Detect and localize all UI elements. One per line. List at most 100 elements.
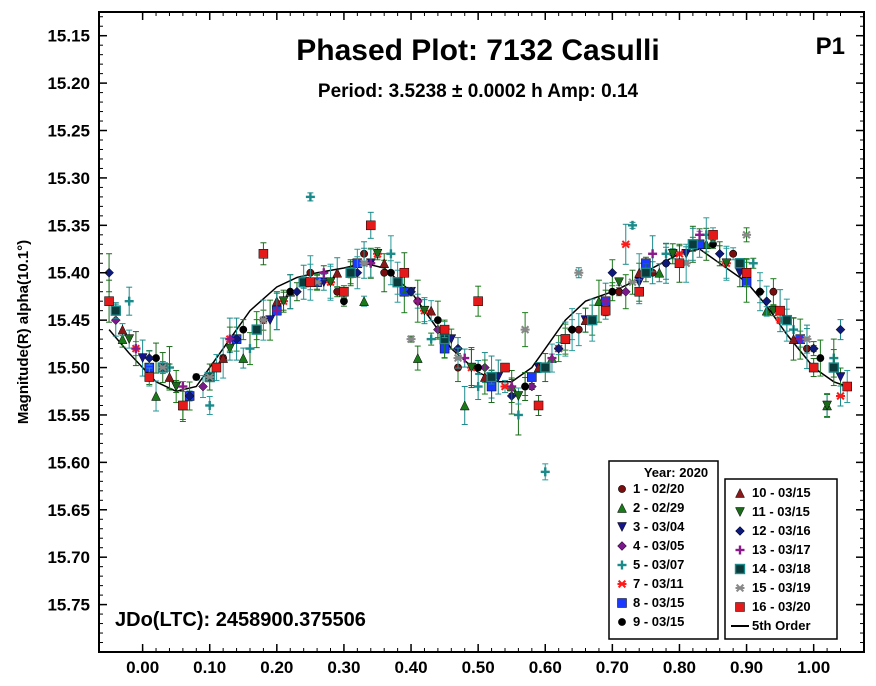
data-point <box>521 382 530 391</box>
data-point <box>380 268 389 277</box>
data-point <box>245 344 255 354</box>
data-point <box>231 334 242 344</box>
legend-marker <box>617 522 627 533</box>
data-point <box>117 324 128 335</box>
data-point <box>251 324 262 335</box>
data-point <box>292 286 302 297</box>
data-point <box>756 287 764 296</box>
data-point <box>540 467 550 477</box>
x-tick-label: 1.00 <box>797 658 830 677</box>
data-point <box>466 362 477 373</box>
x-tick-label: 0.50 <box>462 658 495 677</box>
data-point <box>359 259 369 268</box>
data-point <box>419 305 430 316</box>
legend-label: 15 - 03/19 <box>752 580 811 595</box>
chart-title: Phased Plot: 7132 Casulli <box>296 34 659 67</box>
legend-label: 5 - 03/07 <box>633 557 684 572</box>
data-point <box>474 363 483 372</box>
legend-marker <box>735 526 745 536</box>
legend-marker <box>618 618 626 626</box>
data-point <box>453 353 463 363</box>
x-tick-label: 0.60 <box>529 658 562 677</box>
legend-marker <box>617 502 627 513</box>
y-axis-label: Magnitude(R) alpha(10.1°) <box>15 240 32 424</box>
data-points-layer <box>104 192 852 481</box>
legend-label: 3 - 03/04 <box>633 519 685 534</box>
legend-box-left <box>608 460 719 640</box>
data-point <box>144 353 155 363</box>
data-point <box>239 325 248 334</box>
y-tick-label: 15.15 <box>47 27 90 46</box>
y-tick-label: 15.30 <box>47 169 90 188</box>
data-point <box>614 277 624 288</box>
data-point <box>104 267 114 278</box>
data-point <box>124 296 134 306</box>
data-point <box>601 296 611 306</box>
plot-tag: P1 <box>816 33 845 60</box>
data-point <box>836 391 846 401</box>
data-point <box>406 286 416 297</box>
x-tick-label: 0.30 <box>327 658 360 677</box>
data-point <box>305 192 315 202</box>
data-point <box>667 249 678 259</box>
data-point <box>608 287 617 296</box>
data-point <box>406 335 416 344</box>
data-point <box>781 314 793 326</box>
data-point <box>110 305 121 316</box>
data-point <box>225 334 235 344</box>
data-point <box>648 249 658 259</box>
data-point <box>634 286 644 297</box>
data-point <box>258 249 269 259</box>
data-point <box>816 354 825 362</box>
legend-label: 1 - 02/20 <box>633 481 684 496</box>
data-point <box>802 335 812 344</box>
data-point <box>164 371 175 382</box>
data-point <box>192 373 201 381</box>
data-point <box>734 258 746 269</box>
data-point <box>769 287 778 296</box>
data-point <box>198 381 208 392</box>
data-point <box>627 278 637 287</box>
data-point <box>332 267 343 278</box>
legend-marker <box>735 602 745 612</box>
data-point <box>486 371 497 383</box>
data-point <box>386 249 396 259</box>
data-point <box>372 249 383 259</box>
data-point <box>117 334 128 344</box>
jdo-annotation: JDo(LTC): 2458900.375506 <box>115 609 366 631</box>
data-point <box>775 305 785 316</box>
x-tick-label: 0.20 <box>260 658 293 677</box>
data-point <box>131 344 141 354</box>
data-point <box>708 230 718 240</box>
data-point <box>305 277 316 287</box>
data-point <box>426 305 437 316</box>
chart-subtitle: Period: 3.5238 ± 0.0002 h Amp: 0.14 <box>318 81 639 102</box>
legend-items: 1 - 02/20 2 - 02/29 3 - 03/04 4 - 03/05 5 - … <box>617 481 811 633</box>
legend-marker <box>735 487 745 498</box>
data-point <box>640 267 652 278</box>
legend-label: 7 - 03/11 <box>633 576 684 591</box>
data-point <box>319 268 329 278</box>
data-point <box>568 325 576 334</box>
data-point <box>835 324 846 335</box>
data-point <box>218 353 229 363</box>
data-point <box>178 400 188 411</box>
legend-label: 12 - 03/16 <box>752 523 811 538</box>
data-point <box>258 316 268 325</box>
data-point <box>387 268 395 277</box>
legend-label: 9 - 03/15 <box>633 614 684 629</box>
legend-label: 16 - 03/20 <box>752 599 811 614</box>
data-point <box>104 296 114 306</box>
data-point <box>392 277 403 288</box>
legend-title: Year: 2020 <box>644 465 708 480</box>
data-point <box>714 248 725 259</box>
data-point <box>124 334 135 345</box>
data-point <box>808 362 819 373</box>
legend-marker <box>617 598 627 608</box>
data-point <box>325 277 336 288</box>
data-point <box>366 220 376 231</box>
data-point <box>761 296 772 307</box>
data-point <box>587 314 598 326</box>
data-point <box>822 400 832 411</box>
